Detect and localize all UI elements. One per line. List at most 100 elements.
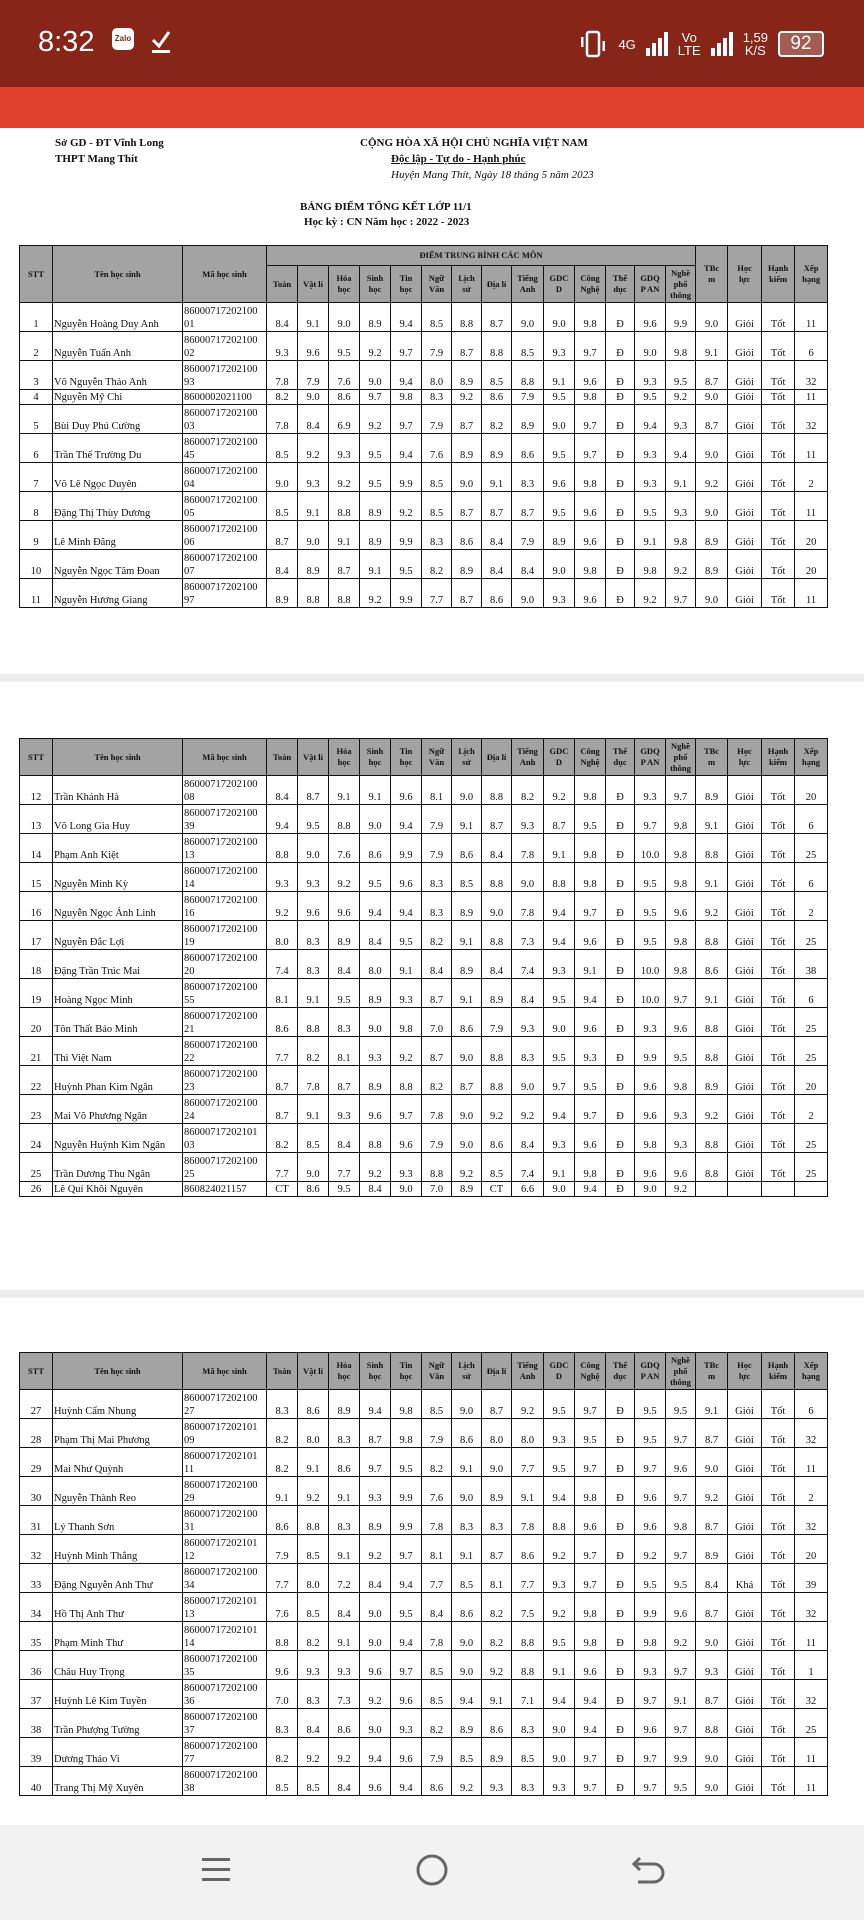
cell-cong-nghe: 9.7 <box>574 1737 606 1767</box>
cell-lich-su: 9.0 <box>451 1621 482 1651</box>
cell-student-id: 86000717202100 38 <box>182 1766 267 1796</box>
cell-cong-nghe: 9.7 <box>574 1534 606 1564</box>
table-row: 5 Bùi Duy Phú Cường 86000717202100 03 7.8 8.… <box>19 404 829 434</box>
table-row: 37 Huỳnh Lê Kim Tuyền 86000717202100 36 7.0… <box>19 1679 828 1709</box>
home-circle-icon[interactable] <box>412 1850 452 1890</box>
cell-vat-li: 8.3 <box>297 1679 329 1709</box>
cell-nghe-pho-thong: 9.5 <box>665 1389 696 1419</box>
cell-lich-su: 9.0 <box>451 1476 482 1506</box>
cell-xep-hang: 25 <box>794 1036 828 1066</box>
header-tieng-anh: Tiếng Anh <box>511 1352 544 1390</box>
cell-toan: 7.8 <box>266 360 298 390</box>
cell-the-duc: Đ <box>605 360 635 390</box>
header-vat-li: Vật lí <box>297 738 329 776</box>
table-row: 22 Huỳnh Phan Kim Ngân 86000717202100 23 8.… <box>19 1065 828 1095</box>
cell-gdcd: 9.5 <box>543 389 575 405</box>
cell-hanh-kiem: Tốt <box>761 520 796 550</box>
cell-vat-li: 8.5 <box>297 1766 329 1796</box>
cell-gdqp-an: 9.1 <box>634 520 666 550</box>
cell-xep-hang: 32 <box>794 404 829 434</box>
cell-stt: 7 <box>19 462 53 492</box>
header-tbcm: TBc m <box>695 738 728 776</box>
menu-icon[interactable] <box>196 1850 236 1890</box>
cell-cong-nghe: 9.7 <box>574 1094 606 1124</box>
table-row: 26 Lê Quí Khôi Nguyên 860824021157 CT 8.6 9.5… <box>19 1181 828 1197</box>
cell-sinh-hoc: 9.7 <box>359 1447 391 1477</box>
cell-student-id: 86000717202100 31 <box>182 1505 267 1535</box>
cell-hoa-hoc: 9.2 <box>328 862 360 892</box>
cell-student-name: Nguyễn Thành Reo <box>52 1476 183 1506</box>
cell-the-duc: Đ <box>605 520 635 550</box>
cell-tbcm: 9.2 <box>695 1094 728 1124</box>
cell-cong-nghe: 9.4 <box>574 1181 606 1197</box>
cell-lich-su: 8.6 <box>451 520 482 550</box>
cell-student-name: Huỳnh Lê Kim Tuyền <box>52 1679 183 1709</box>
header-gdqp-an: GDQ P AN <box>634 738 666 776</box>
cell-stt: 36 <box>19 1650 53 1680</box>
cell-sinh-hoc: 9.0 <box>359 1592 391 1622</box>
header-gdqp-an: GDQ P AN <box>634 1352 666 1390</box>
header-lich-su: Lịch sử <box>451 1352 482 1390</box>
cell-student-name: Đặng Trần Trúc Mai <box>52 949 183 979</box>
cell-lich-su: 9.0 <box>451 1389 482 1419</box>
cell-nghe-pho-thong: 9.8 <box>665 949 696 979</box>
cell-stt: 23 <box>19 1094 53 1124</box>
cell-lich-su: 8.9 <box>451 433 482 463</box>
cell-dia-li: 8.7 <box>481 302 512 332</box>
cell-gdcd: 9.5 <box>543 1447 575 1477</box>
cell-tin-hoc: 9.1 <box>390 949 422 979</box>
cell-sinh-hoc: 8.9 <box>359 1065 391 1095</box>
back-icon[interactable] <box>628 1850 668 1890</box>
cell-dia-li: 9.1 <box>481 462 512 492</box>
cell-gdcd: 9.0 <box>543 1007 575 1037</box>
cell-tbcm: 8.7 <box>695 1505 728 1535</box>
cell-sinh-hoc: 9.7 <box>359 389 391 405</box>
cell-student-name: Nguyễn Ngọc Ánh Linh <box>52 891 183 921</box>
cell-tbcm: 9.0 <box>695 302 729 332</box>
cell-student-id: 86000717202100 13 <box>182 833 267 863</box>
cell-tin-hoc: 9.5 <box>390 920 422 950</box>
cell-gdqp-an: 9.6 <box>634 1476 666 1506</box>
cell-toan: 8.7 <box>266 1065 298 1095</box>
cell-gdcd: 9.3 <box>543 1123 575 1153</box>
cell-xep-hang: 20 <box>794 520 829 550</box>
cell-nghe-pho-thong: 9.8 <box>665 804 696 834</box>
cell-hanh-kiem: Tốt <box>761 1123 795 1153</box>
cell-student-name: Trần Dương Thu Ngân <box>52 1152 183 1182</box>
cell-sinh-hoc: 9.6 <box>359 1094 391 1124</box>
header-cong-nghe: Công Nghệ <box>574 738 606 776</box>
cell-lich-su: 9.1 <box>451 1447 482 1477</box>
header-row: STT Tên học sinh Mã học sinh ĐIỂM TRUNG BÌN… <box>19 245 829 303</box>
cell-cong-nghe: 9.7 <box>574 891 606 921</box>
cell-toan: 7.7 <box>266 1036 298 1066</box>
cell-sinh-hoc: 9.4 <box>359 1389 391 1419</box>
cell-student-id: 86000717202100 39 <box>182 804 267 834</box>
cell-toan: 8.8 <box>266 1621 298 1651</box>
cell-dia-li: 8.8 <box>481 862 512 892</box>
cell-hoa-hoc: 8.4 <box>328 1592 360 1622</box>
cell-toan: 8.3 <box>266 1708 298 1738</box>
cell-nghe-pho-thong: 9.4 <box>664 433 697 463</box>
cell-nghe-pho-thong: 9.8 <box>665 920 696 950</box>
cell-cong-nghe: 9.4 <box>574 978 606 1008</box>
cell-sinh-hoc: 9.3 <box>359 1476 391 1506</box>
cell-stt: 18 <box>19 949 53 979</box>
table-row: 9 Lê Minh Đăng 86000717202100 06 8.7 9.0 9.1 8… <box>19 520 829 550</box>
cell-ngu-van: 7.9 <box>421 833 452 863</box>
cell-cong-nghe: 9.7 <box>574 1447 606 1477</box>
cell-stt: 8 <box>19 491 53 521</box>
cell-gdqp-an: 9.6 <box>634 1065 666 1095</box>
cell-gdqp-an: 9.0 <box>634 331 666 361</box>
cell-ngu-van: 8.7 <box>421 978 452 1008</box>
cell-tin-hoc: 9.6 <box>390 1679 422 1709</box>
cell-sinh-hoc: 9.2 <box>359 1679 391 1709</box>
header-hanh-kiem: Hạnh kiểm <box>761 1352 795 1390</box>
cell-sinh-hoc: 9.2 <box>359 578 391 608</box>
cell-gdqp-an: 9.6 <box>634 302 666 332</box>
cell-stt: 6 <box>19 433 53 463</box>
cell-dia-li: 8.5 <box>481 360 512 390</box>
header-stt: STT <box>19 738 53 776</box>
cell-hoc-luc: Giỏi <box>727 1152 762 1182</box>
cell-lich-su: 9.1 <box>451 920 482 950</box>
cell-the-duc: Đ <box>605 978 635 1008</box>
